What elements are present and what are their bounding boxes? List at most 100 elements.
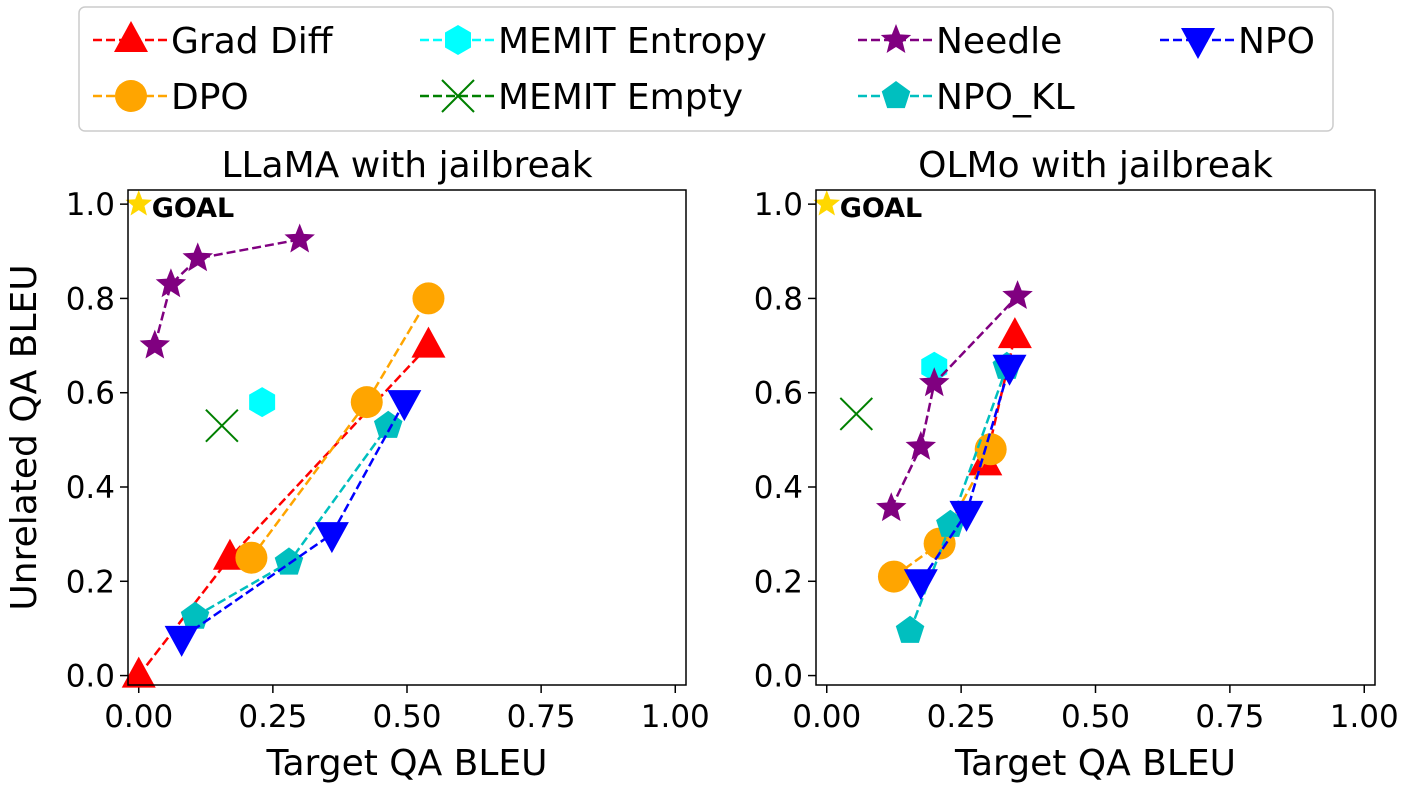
data-point [936, 509, 965, 537]
series-npo-kl [180, 410, 403, 629]
legend-marker-icon [115, 80, 147, 112]
legend-frame [78, 6, 1334, 132]
legend-marker-icon [445, 25, 471, 55]
series-line [908, 366, 1008, 632]
series-needle [139, 223, 315, 359]
series-needle [876, 280, 1033, 522]
legend: Grad Diff MEMIT Entropy Needle NPO DPO MEMIT … [78, 6, 1334, 132]
y-tick-label: 0.0 [66, 659, 115, 695]
y-tick-label: 0.6 [754, 376, 803, 412]
x-tick-label: 1.00 [1330, 699, 1399, 735]
data-point [921, 351, 948, 382]
data-point [235, 541, 268, 574]
legend-label: DPO [171, 77, 249, 118]
goal-star-icon [813, 190, 841, 216]
y-tick-label: 0.4 [66, 470, 115, 506]
goal-star-icon [125, 190, 153, 216]
x-tick-label: 0.75 [1195, 699, 1264, 735]
panel-title: OLMo with jailbreak [918, 145, 1273, 186]
x-tick-label: 0.25 [238, 699, 307, 735]
series-line [194, 424, 390, 618]
series-line [180, 401, 406, 639]
legend-item-needle: Needle [858, 21, 1062, 62]
data-point [1002, 280, 1033, 310]
data-point [411, 326, 446, 358]
data-point [412, 282, 445, 315]
x-tick-label: 0.75 [507, 699, 576, 735]
data-point [903, 569, 938, 601]
y-axis-label: Unrelated QA BLEU [4, 264, 45, 610]
data-point [877, 560, 910, 593]
data-point [205, 409, 239, 443]
series-line [153, 238, 300, 346]
data-point [350, 386, 383, 419]
y-tick-label: 1.0 [66, 187, 115, 223]
x-axis-label: Target QA BLEU [954, 743, 1236, 784]
legend-item-npo: NPO [1160, 21, 1315, 62]
data-point [139, 329, 171, 359]
series-memit-empty [205, 409, 239, 443]
x-tick-label: 0.00 [792, 699, 861, 735]
data-point [121, 656, 156, 688]
data-point [314, 522, 349, 554]
data-point [155, 268, 187, 298]
data-point [249, 387, 276, 418]
legend-marker-icon [114, 21, 148, 52]
legend-label: NPO_KL [936, 77, 1075, 118]
data-point [180, 601, 210, 629]
plot-frame [127, 189, 687, 686]
series-npo [164, 390, 422, 657]
goal-label: GOAL [152, 193, 235, 224]
y-tick-label: 0.8 [754, 281, 803, 317]
y-tick-label: 0.8 [66, 281, 115, 317]
plot-frame [815, 189, 1376, 686]
y-tick-label: 0.2 [66, 564, 115, 600]
legend-marker-icon [881, 81, 911, 109]
goal-label: GOAL [840, 193, 923, 224]
series-memit-empty [839, 397, 874, 431]
data-point [949, 500, 984, 532]
data-point [182, 242, 213, 272]
panel-title: LLaMA with jailbreak [221, 145, 592, 186]
x-tick-label: 0.50 [1061, 699, 1130, 735]
series-line [250, 297, 430, 559]
x-axis-label: Target QA BLEU [265, 743, 547, 784]
data-point [876, 492, 907, 522]
x-tick-label: 0.50 [372, 699, 441, 735]
legend-marker-icon [441, 79, 475, 113]
data-point [895, 615, 925, 643]
series-line [890, 295, 1019, 509]
data-point [997, 317, 1032, 349]
y-tick-label: 0.4 [754, 470, 803, 506]
legend-label: Grad Diff [171, 21, 334, 62]
data-point [164, 625, 199, 657]
legend-item-npo-kl: NPO_KL [858, 77, 1075, 118]
data-point [905, 430, 937, 460]
series-memit-entropy [249, 387, 276, 418]
legend-item-dpo: DPO [93, 77, 249, 118]
series-memit-entropy [921, 351, 948, 382]
series-dpo [877, 433, 1007, 593]
legend-item-memit-entropy: MEMIT Entropy [420, 21, 767, 62]
data-point [839, 397, 874, 431]
legend-item-grad-diff: Grad Diff [93, 21, 334, 62]
x-tick-label: 0.25 [927, 699, 996, 735]
data-point [284, 223, 315, 253]
legend-item-memit-empty: MEMIT Empty [420, 77, 743, 118]
y-tick-label: 0.0 [754, 659, 803, 695]
legend-marker-icon [1181, 28, 1215, 59]
data-point [919, 367, 950, 397]
legend-label: MEMIT Empty [498, 77, 743, 118]
legend-label: MEMIT Entropy [498, 21, 767, 62]
y-tick-label: 0.2 [754, 564, 803, 600]
x-tick-label: 1.00 [641, 699, 710, 735]
y-tick-label: 1.0 [754, 187, 803, 223]
legend-marker-icon [880, 24, 912, 53]
series-npo [903, 354, 1027, 601]
panel-olmo: OLMo with jailbreak 0.00 0.25 0.50 0.75 1.00 0… [754, 145, 1399, 784]
data-point [992, 354, 1027, 386]
data-point [974, 433, 1007, 466]
data-point [387, 390, 422, 422]
